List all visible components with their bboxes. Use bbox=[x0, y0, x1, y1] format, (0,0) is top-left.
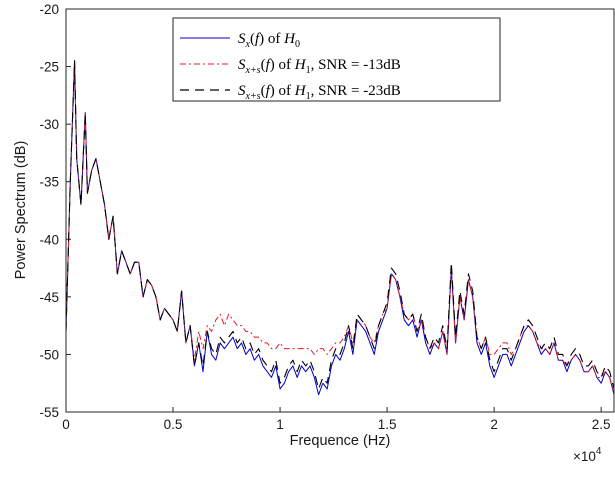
x-axis-multiplier: ×104 bbox=[573, 446, 602, 464]
y-tick-label: -50 bbox=[39, 347, 59, 362]
x-tick-label: 0.5 bbox=[164, 417, 183, 432]
x-tick-label: 0 bbox=[62, 417, 70, 432]
legend-label-h0: Sx(f) of H0 bbox=[238, 31, 300, 50]
x-tick-label: 1.5 bbox=[378, 417, 397, 432]
x-axis-multiplier-exponent: 4 bbox=[596, 446, 602, 457]
y-tick-label: -25 bbox=[39, 60, 59, 75]
x-tick-label: 2 bbox=[490, 417, 498, 432]
legend-label-snr23: Sx+s(f) of H1, SNR = -23dB bbox=[238, 83, 401, 102]
legend-box bbox=[172, 17, 501, 102]
series-lines bbox=[65, 60, 615, 396]
plot-frame bbox=[65, 8, 615, 413]
legend-label-snr13: Sx+s(f) of H1, SNR = -13dB bbox=[238, 57, 401, 76]
y-tick-label: -45 bbox=[39, 290, 59, 305]
y-tick-label: -30 bbox=[39, 117, 59, 132]
y-tick-label: -40 bbox=[39, 232, 59, 247]
y-axis-label: Power Spectrum (dB) bbox=[13, 141, 29, 280]
x-axis-label: Frequence (Hz) bbox=[290, 433, 391, 449]
x-tick-label: 2.5 bbox=[592, 417, 611, 432]
x-tick-label: 1 bbox=[276, 417, 284, 432]
series-line-snr23 bbox=[65, 60, 615, 390]
axis-ticks: 0 0.5 1 1.5 2 2.5 -55 -50 -45 -40 -35 -30 -25 -20 bbox=[39, 2, 610, 432]
y-tick-label: -55 bbox=[39, 405, 59, 420]
y-tick-label: -20 bbox=[39, 2, 59, 17]
x-axis-multiplier-base: ×10 bbox=[573, 449, 596, 464]
legend: Sx(f) of H0 Sx+s(f) of H1, SNR = -13dB S… bbox=[172, 17, 501, 102]
y-tick-label: -35 bbox=[39, 175, 59, 190]
